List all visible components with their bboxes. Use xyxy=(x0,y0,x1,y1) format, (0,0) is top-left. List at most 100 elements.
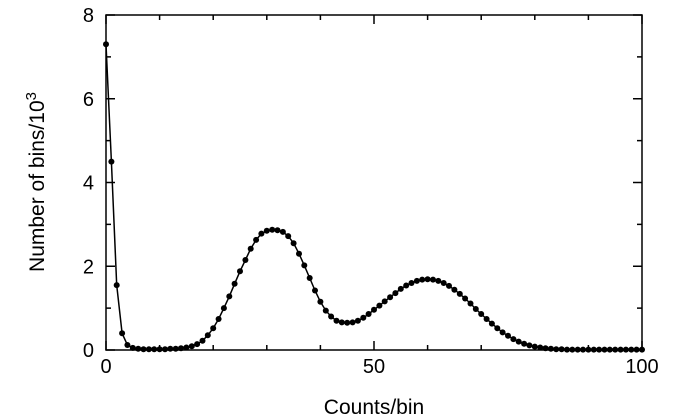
data-point xyxy=(381,298,388,305)
data-point xyxy=(306,275,313,281)
data-point xyxy=(247,245,254,252)
series-points xyxy=(103,41,645,353)
data-point xyxy=(451,286,458,293)
data-point xyxy=(596,346,603,353)
data-point xyxy=(478,311,485,317)
data-point xyxy=(494,325,501,332)
data-point xyxy=(537,344,544,351)
data-point xyxy=(639,346,645,353)
data-point xyxy=(376,302,383,309)
data-point xyxy=(220,305,227,312)
data-point xyxy=(317,298,324,305)
data-point xyxy=(521,340,528,347)
data-point xyxy=(290,240,297,247)
data-point xyxy=(387,294,394,301)
data-point xyxy=(526,342,533,349)
data-point xyxy=(365,311,372,317)
data-point xyxy=(231,280,238,287)
data-point xyxy=(338,319,345,326)
data-point xyxy=(371,306,377,313)
plot-frame xyxy=(105,14,643,351)
data-point xyxy=(472,306,479,312)
data-point xyxy=(183,344,190,351)
data-point xyxy=(274,227,281,234)
data-point xyxy=(499,329,506,336)
x-axis-title: Counts/bin xyxy=(324,396,424,419)
data-point xyxy=(558,346,565,353)
data-point xyxy=(510,336,517,343)
data-point xyxy=(167,345,174,352)
data-point xyxy=(440,280,447,286)
data-point xyxy=(194,341,201,348)
data-point xyxy=(103,41,109,48)
data-point xyxy=(253,236,260,243)
data-point xyxy=(199,337,206,344)
data-point xyxy=(515,338,522,345)
data-point xyxy=(188,343,195,350)
data-point xyxy=(226,293,233,300)
data-point xyxy=(622,346,629,353)
data-point xyxy=(633,346,640,353)
data-point xyxy=(488,320,495,327)
data-point xyxy=(569,346,576,353)
data-point xyxy=(113,282,120,289)
data-point xyxy=(296,250,302,257)
data-point xyxy=(108,158,115,165)
data-point xyxy=(456,290,463,297)
data-point xyxy=(162,346,168,353)
data-point xyxy=(542,345,549,352)
data-point xyxy=(210,325,217,332)
series-line xyxy=(105,44,642,351)
data-point xyxy=(328,313,335,320)
data-point xyxy=(333,317,340,324)
data-point xyxy=(237,268,243,275)
data-point xyxy=(140,346,147,353)
data-point xyxy=(547,345,554,352)
tick-labels: 0 50 100 0 2 4 6 8 xyxy=(83,5,659,378)
data-point xyxy=(601,346,608,353)
data-point xyxy=(424,276,431,283)
y-tick-label: 2 xyxy=(83,256,94,278)
data-point xyxy=(590,346,597,353)
data-point xyxy=(392,290,399,297)
data-point xyxy=(585,346,592,353)
data-point xyxy=(135,345,142,352)
y-tick-label: 4 xyxy=(83,173,94,195)
data-point xyxy=(397,285,404,292)
data-point xyxy=(435,277,442,284)
data-point xyxy=(279,228,286,235)
data-point xyxy=(242,257,249,263)
y-tick-label: 0 xyxy=(83,340,94,362)
data-point xyxy=(360,314,367,321)
data-point xyxy=(617,346,624,353)
data-point xyxy=(285,233,292,240)
data-point xyxy=(467,300,474,307)
data-point xyxy=(156,346,163,353)
data-point xyxy=(553,346,560,353)
x-tick-label: 50 xyxy=(363,356,385,378)
data-point xyxy=(354,317,361,324)
data-point xyxy=(419,276,426,283)
data-point xyxy=(204,332,211,339)
data-point xyxy=(628,346,635,353)
y-tick-label: 6 xyxy=(83,89,94,111)
data-point xyxy=(606,346,613,353)
data-point xyxy=(344,319,351,326)
data-point xyxy=(612,346,619,353)
data-point xyxy=(215,316,222,322)
data-point xyxy=(483,316,490,322)
x-tick-label: 0 xyxy=(100,356,111,378)
data-point xyxy=(580,346,586,353)
data-point xyxy=(413,277,420,284)
data-point xyxy=(145,346,152,353)
y-axis-title-exponent: 3 xyxy=(23,92,40,100)
data-point xyxy=(263,227,270,234)
data-point xyxy=(322,307,329,314)
data-point xyxy=(312,287,318,294)
data-point xyxy=(129,344,136,351)
data-point xyxy=(462,295,469,302)
data-point xyxy=(269,226,276,233)
data-point xyxy=(172,345,179,352)
x-tick-label: 100 xyxy=(625,356,658,378)
